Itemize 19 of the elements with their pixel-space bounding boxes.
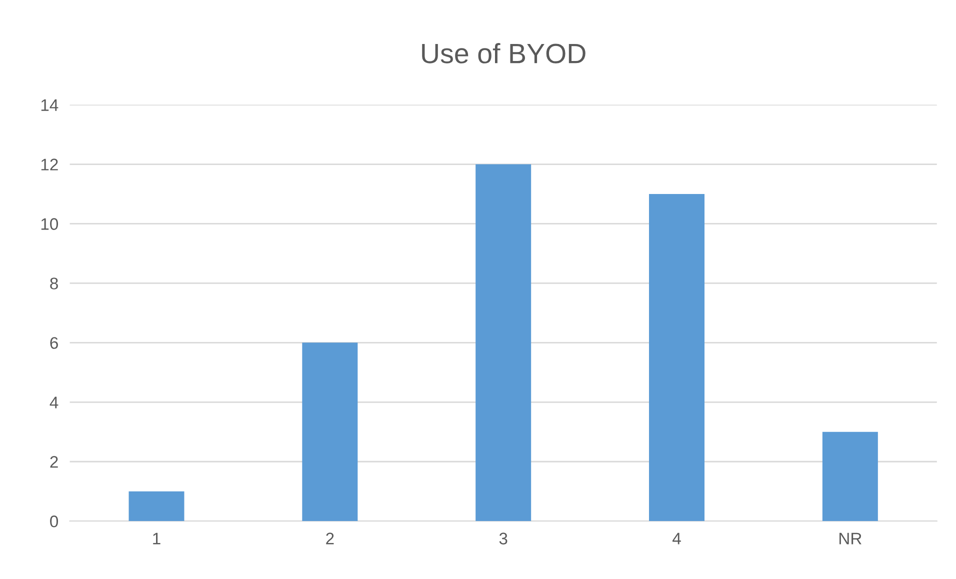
- bar: [476, 164, 532, 522]
- chart-title: Use of BYOD: [422, 43, 586, 64]
- bar: [649, 194, 704, 522]
- x-tick-label: NR: [840, 532, 862, 544]
- y-tick-label: 8: [50, 278, 58, 290]
- x-tick-label: 1: [153, 532, 160, 544]
- y-tick-label: 6: [50, 337, 58, 349]
- y-tick-label: 10: [41, 218, 58, 230]
- y-tick-label: 0: [50, 516, 58, 528]
- bar: [302, 342, 358, 522]
- y-tick-label: 14: [41, 99, 58, 111]
- bar: [822, 432, 878, 522]
- x-tick-label: 3: [499, 532, 508, 544]
- bar: [128, 491, 184, 522]
- x-tick-label: 2: [326, 532, 334, 544]
- y-tick-label: 12: [41, 158, 58, 170]
- x-tick-label: 4: [672, 532, 681, 544]
- y-tick-label: 2: [50, 456, 58, 468]
- y-tick-label: 4: [50, 396, 58, 408]
